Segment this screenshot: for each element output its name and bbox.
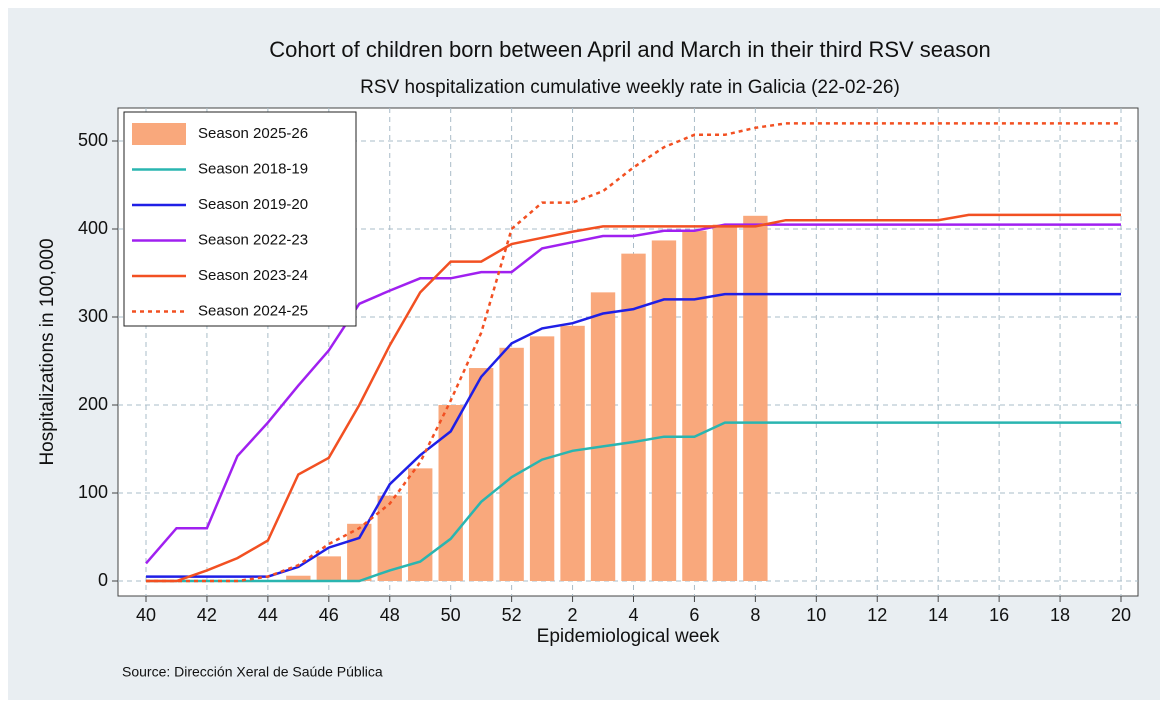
x-tick-label: 18 xyxy=(1050,605,1070,625)
x-tick-label: 48 xyxy=(380,605,400,625)
x-tick-label: 46 xyxy=(319,605,339,625)
legend-swatch xyxy=(132,123,186,145)
x-tick-label: 16 xyxy=(989,605,1009,625)
y-tick-label: 200 xyxy=(78,394,108,414)
legend-label: Season 2025-26 xyxy=(198,125,308,142)
series-line xyxy=(146,292,1121,578)
bar xyxy=(590,292,616,581)
bar xyxy=(621,253,646,581)
x-tick-label: 42 xyxy=(197,605,217,625)
bar xyxy=(743,215,768,582)
bar xyxy=(712,224,738,581)
lines xyxy=(145,122,1121,583)
x-tick-label: 14 xyxy=(928,605,948,625)
x-tick-label: 52 xyxy=(502,605,522,625)
legend: Season 2025-26 Season 2018-19 Season 2019-… xyxy=(123,111,357,327)
y-tick-label: 100 xyxy=(78,482,108,502)
series-line xyxy=(145,223,1121,565)
legend-box xyxy=(123,111,357,327)
x-tick-label: 44 xyxy=(258,605,278,625)
chart-title: Cohort of children born between April an… xyxy=(269,37,991,62)
x-tick-label: 20 xyxy=(1111,605,1131,625)
legend-label: Season 2022-23 xyxy=(198,231,308,248)
legend-label: Season 2024-25 xyxy=(198,302,308,319)
y-tick-label: 500 xyxy=(78,130,108,150)
x-tick-label: 2 xyxy=(568,605,578,625)
x-tick-label: 12 xyxy=(867,605,887,625)
y-tick-label: 400 xyxy=(78,218,108,238)
bar xyxy=(682,230,707,581)
bars xyxy=(286,215,768,582)
bar xyxy=(468,368,494,581)
legend-label: Season 2019-20 xyxy=(198,196,308,213)
y-tick-label: 0 xyxy=(98,570,108,590)
x-tick-label: 40 xyxy=(136,605,156,625)
y-tick-label: 300 xyxy=(78,306,108,326)
bar xyxy=(438,405,463,581)
legend-label: Season 2018-19 xyxy=(198,160,308,177)
legend-label: Season 2023-24 xyxy=(198,267,308,284)
source-note: Source: Dirección Xeral de Saúde Pública xyxy=(122,664,383,680)
x-tick-label: 8 xyxy=(750,605,760,625)
series-line xyxy=(146,421,1121,583)
chart-subtitle: RSV hospitalization cumulative weekly ra… xyxy=(360,77,900,98)
bar xyxy=(316,556,341,581)
y-axis-label: Hospitalizations in 100,000 xyxy=(37,238,58,465)
x-tick-label: 6 xyxy=(689,605,699,625)
x-tick-label: 10 xyxy=(806,605,826,625)
x-tick-label: 4 xyxy=(628,605,638,625)
bar xyxy=(651,240,677,581)
series-line xyxy=(146,213,1121,583)
bar xyxy=(286,575,311,581)
bar xyxy=(499,347,524,581)
x-tick-label: 50 xyxy=(441,605,461,625)
x-axis-label: Epidemiological week xyxy=(537,626,720,647)
